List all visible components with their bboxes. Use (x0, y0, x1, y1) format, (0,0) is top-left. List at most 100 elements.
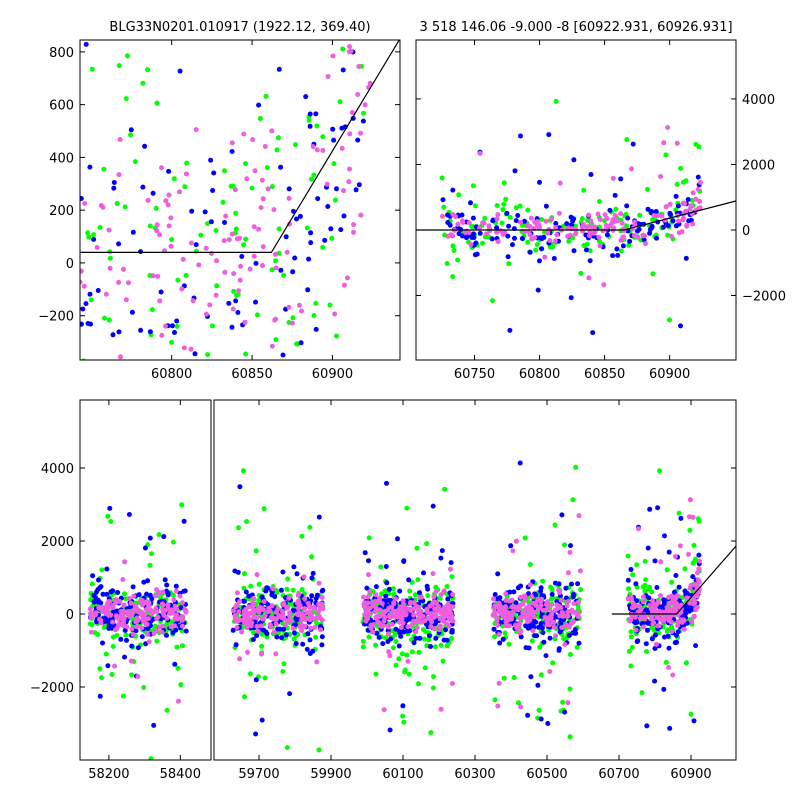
data-point-blue (448, 560, 454, 566)
data-point-pink (122, 559, 128, 565)
data-point-pink (130, 631, 136, 637)
data-point-pink (548, 616, 554, 622)
data-point-pink (159, 623, 165, 629)
data-point-pink (120, 618, 126, 623)
data-point-blue (439, 548, 445, 554)
data-point-green (647, 584, 653, 590)
data-point-blue (512, 235, 517, 241)
data-point-pink (586, 275, 592, 281)
data-point-pink (695, 570, 700, 576)
data-point-pink (135, 609, 141, 615)
data-point-pink (565, 700, 571, 706)
data-point-pink (180, 600, 185, 606)
data-point-pink (696, 566, 702, 572)
data-point-blue (307, 111, 313, 117)
data-point-blue (305, 287, 311, 293)
data-point-blue (164, 582, 170, 588)
data-point-blue (279, 635, 285, 641)
data-point-blue (643, 641, 649, 647)
data-point-pink (81, 283, 87, 289)
data-point-pink (234, 236, 240, 242)
data-point-pink (233, 618, 239, 624)
data-point-pink (393, 596, 398, 602)
data-point-blue (678, 515, 684, 521)
data-point-pink (88, 629, 94, 635)
data-point-pink (430, 571, 436, 577)
data-point-blue (283, 632, 289, 638)
data-point-pink (282, 622, 288, 628)
data-point-blue (364, 585, 370, 591)
data-point-green (451, 248, 457, 253)
data-point-green (89, 66, 95, 72)
data-point-green (503, 196, 509, 202)
data-point-pink (165, 602, 171, 608)
data-point-blue (652, 646, 658, 651)
data-point-blue (283, 234, 289, 240)
data-point-blue (393, 626, 399, 632)
data-point-green (171, 176, 177, 182)
data-point-green (693, 141, 699, 147)
data-point-pink (661, 140, 667, 146)
data-point-green (663, 659, 669, 665)
data-point-blue (388, 636, 394, 642)
data-point-blue (576, 640, 582, 646)
y-tick-label: 800 (49, 46, 74, 61)
data-point-green (663, 152, 669, 158)
data-point-pink (281, 616, 287, 622)
data-point-pink (188, 240, 194, 246)
data-point-pink (190, 298, 196, 304)
data-point-blue (338, 227, 344, 233)
data-point-blue (615, 252, 621, 258)
data-point-pink (696, 579, 702, 585)
data-point-blue (95, 288, 101, 293)
data-point-blue (110, 332, 116, 338)
y-tick-label: −2000 (30, 681, 74, 696)
data-point-green (642, 558, 648, 564)
data-point-blue (690, 574, 696, 580)
data-point-blue (278, 587, 284, 593)
data-point-pink (536, 225, 542, 231)
data-point-blue (575, 581, 581, 587)
data-point-blue (645, 545, 651, 551)
data-point-pink (128, 600, 134, 606)
data-point-blue (322, 237, 328, 243)
data-point-green (379, 591, 385, 597)
data-point-blue (243, 589, 249, 595)
data-point-pink (615, 218, 621, 224)
data-point-blue (569, 222, 575, 228)
data-point-blue (537, 179, 542, 185)
data-point-pink (677, 543, 683, 549)
data-point-green (393, 662, 399, 668)
data-point-pink (237, 656, 243, 662)
data-point-blue (539, 246, 544, 252)
data-point-pink (168, 624, 174, 630)
data-point-green (409, 649, 415, 655)
data-point-pink (436, 627, 442, 633)
data-point-pink (275, 606, 281, 612)
data-point-blue (292, 255, 298, 261)
data-point-pink (171, 597, 177, 603)
data-point-blue (105, 619, 111, 625)
data-point-pink (377, 595, 383, 601)
data-point-pink (298, 622, 304, 627)
data-point-green (337, 99, 343, 105)
data-point-pink (441, 606, 446, 612)
data-point-green (431, 674, 436, 679)
data-point-blue (237, 484, 243, 490)
data-point-green (378, 564, 384, 570)
data-point-pink (312, 625, 318, 631)
data-point-blue (695, 174, 701, 180)
data-point-blue (294, 216, 299, 222)
data-point-pink (507, 598, 513, 604)
data-point-pink (143, 621, 149, 627)
data-point-pink (687, 497, 693, 503)
data-point-pink (164, 615, 170, 621)
data-point-green (120, 693, 126, 699)
data-point-pink (547, 238, 553, 243)
data-point-pink (99, 604, 105, 610)
data-point-blue (174, 318, 180, 324)
data-point-green (472, 203, 478, 209)
data-point-pink (362, 612, 368, 618)
data-point-pink (692, 598, 698, 604)
data-point-pink (429, 611, 435, 616)
